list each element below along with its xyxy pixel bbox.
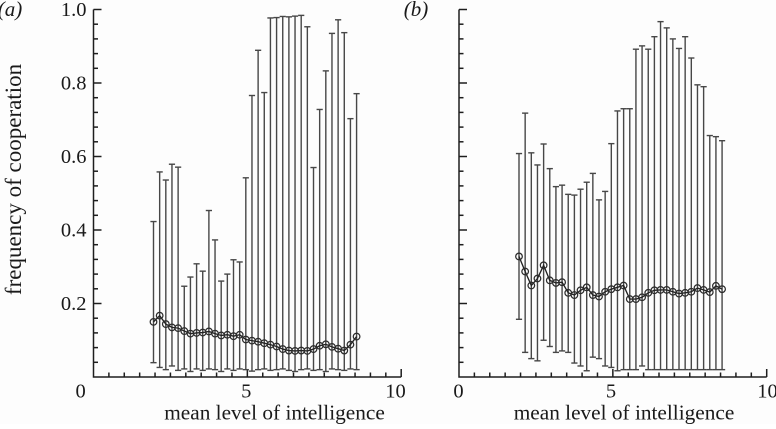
svg-text:(a): (a) — [0, 0, 22, 21]
svg-text:0.2: 0.2 — [61, 293, 87, 315]
svg-text:mean level of intelligence: mean level of intelligence — [164, 401, 385, 425]
svg-text:5: 5 — [606, 381, 616, 403]
svg-text:0.6: 0.6 — [61, 146, 87, 168]
svg-text:0.8: 0.8 — [61, 73, 87, 95]
svg-text:(b): (b) — [404, 0, 429, 21]
svg-text:1.0: 1.0 — [61, 0, 87, 21]
svg-text:0.4: 0.4 — [61, 220, 87, 242]
svg-text:0: 0 — [453, 381, 463, 403]
svg-text:10: 10 — [757, 381, 776, 403]
svg-text:frequency of cooperation: frequency of cooperation — [1, 63, 26, 295]
svg-text:10: 10 — [385, 381, 406, 403]
svg-text:mean level of intelligence: mean level of intelligence — [514, 401, 735, 425]
svg-text:0: 0 — [75, 381, 85, 403]
svg-text:5: 5 — [241, 381, 251, 403]
